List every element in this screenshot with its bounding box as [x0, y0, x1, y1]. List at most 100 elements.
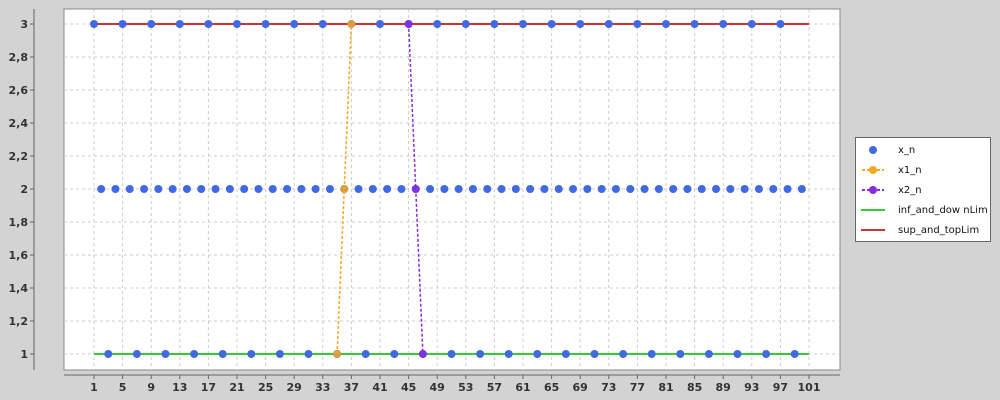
- legend-swatch-x2-n: [860, 180, 886, 200]
- data-point: [168, 185, 177, 193]
- data-point: [626, 185, 635, 193]
- data-point: [669, 185, 678, 193]
- data-point: [97, 185, 106, 193]
- data-point: [712, 185, 721, 193]
- data-point: [697, 185, 706, 193]
- data-point: [640, 185, 649, 193]
- highlight-point: [418, 350, 427, 358]
- legend-swatch-x1-n: [860, 160, 886, 180]
- data-point: [683, 185, 692, 193]
- legend-item-inf-limit: inf_and_dow nLim: [856, 200, 992, 220]
- data-point: [132, 350, 141, 358]
- legend-label-x1-n: x1_n: [898, 164, 922, 176]
- legend-label-sup-limit: sup_and_topLim: [898, 224, 980, 236]
- x-tick-label: 69: [573, 381, 588, 394]
- legend-item-x-n: x_n: [856, 140, 992, 160]
- x-tick-label: 13: [172, 381, 187, 394]
- data-point: [175, 20, 184, 28]
- highlight-point: [411, 185, 420, 193]
- y-tick-label: 2: [20, 183, 28, 196]
- plot-area: [63, 8, 841, 371]
- y-tick-label: 1,2: [9, 315, 29, 328]
- data-point: [754, 185, 763, 193]
- x-tick-label: 5: [119, 381, 127, 394]
- data-point: [397, 185, 406, 193]
- data-point: [797, 185, 806, 193]
- y-tick-label: 2,8: [9, 51, 29, 64]
- data-point: [604, 20, 613, 28]
- y-tick-label: 1,4: [9, 282, 29, 295]
- y-tick-label: 2,4: [9, 117, 29, 130]
- data-point: [376, 20, 384, 28]
- data-point: [290, 20, 299, 28]
- highlight-point: [347, 20, 356, 28]
- data-point: [361, 350, 370, 358]
- data-point: [147, 20, 156, 28]
- data-point: [561, 350, 570, 358]
- data-point: [726, 185, 735, 193]
- data-point: [325, 185, 334, 193]
- data-point: [140, 185, 149, 193]
- data-point: [733, 350, 742, 358]
- data-point: [368, 185, 377, 193]
- data-point: [283, 185, 292, 193]
- tick-layer: 1 5 9 13 17 21 25 29 33 37 41 45 49 53 57 61 65 69 73 77 81 8…: [9, 18, 821, 394]
- data-point: [154, 185, 163, 193]
- legend-label-inf-limit: inf_and_dow nLim: [898, 204, 988, 216]
- data-point: [776, 20, 785, 28]
- data-point: [354, 185, 363, 193]
- data-point: [454, 185, 463, 193]
- data-point: [197, 185, 206, 193]
- legend-item-x2-n: x2_n: [856, 180, 992, 200]
- data-point: [390, 350, 399, 358]
- data-point: [225, 185, 234, 193]
- data-point: [762, 350, 771, 358]
- data-point: [111, 185, 120, 193]
- legend-swatch-x-n: [860, 140, 886, 160]
- grid-layer: [64, 9, 840, 370]
- x-tick-label: 85: [687, 381, 702, 394]
- data-point: [261, 20, 270, 28]
- highlight-point: [333, 350, 342, 358]
- data-point: [690, 20, 699, 28]
- y-tick-label: 1: [20, 348, 28, 361]
- data-point: [304, 350, 313, 358]
- legend-swatch-sup-limit: [860, 220, 886, 240]
- data-point: [647, 350, 656, 358]
- x-tick-label: 93: [744, 381, 759, 394]
- data-point: [590, 350, 599, 358]
- y-tick-label: 2,2: [9, 150, 29, 163]
- data-point: [526, 185, 535, 193]
- data-point: [218, 350, 227, 358]
- legend-item-x1-n: x1_n: [856, 160, 992, 180]
- x-tick-label: 37: [344, 381, 359, 394]
- data-point: [719, 20, 728, 28]
- data-point: [554, 185, 563, 193]
- data-point: [619, 350, 628, 358]
- data-point: [433, 20, 442, 28]
- x-tick-label: 45: [401, 381, 416, 394]
- x-tick-label: 97: [773, 381, 788, 394]
- data-point: [211, 185, 220, 193]
- x-tick-label: 29: [287, 381, 302, 394]
- data-point: [519, 20, 527, 28]
- data-point: [483, 185, 492, 193]
- x-tick-label: 1: [90, 381, 98, 394]
- highlight-point: [404, 20, 413, 28]
- data-point: [547, 20, 556, 28]
- y-tick-label: 2,6: [9, 84, 29, 97]
- x-tick-label: 53: [458, 381, 473, 394]
- x-tick-label: 65: [544, 381, 559, 394]
- legend-item-sup-limit: sup_and_topLim: [856, 220, 992, 240]
- data-point: [476, 350, 485, 358]
- data-point: [161, 350, 170, 358]
- x-tick-label: 61: [515, 381, 530, 394]
- x-tick-label: 89: [716, 381, 731, 394]
- legend: x_n x1_n x2_n inf_and_dow nLim sup_and_t…: [855, 137, 991, 242]
- data-point: [790, 350, 799, 358]
- data-point: [182, 185, 191, 193]
- data-point: [676, 350, 685, 358]
- legend-label-x2-n: x2_n: [898, 184, 922, 196]
- data-point: [747, 20, 756, 28]
